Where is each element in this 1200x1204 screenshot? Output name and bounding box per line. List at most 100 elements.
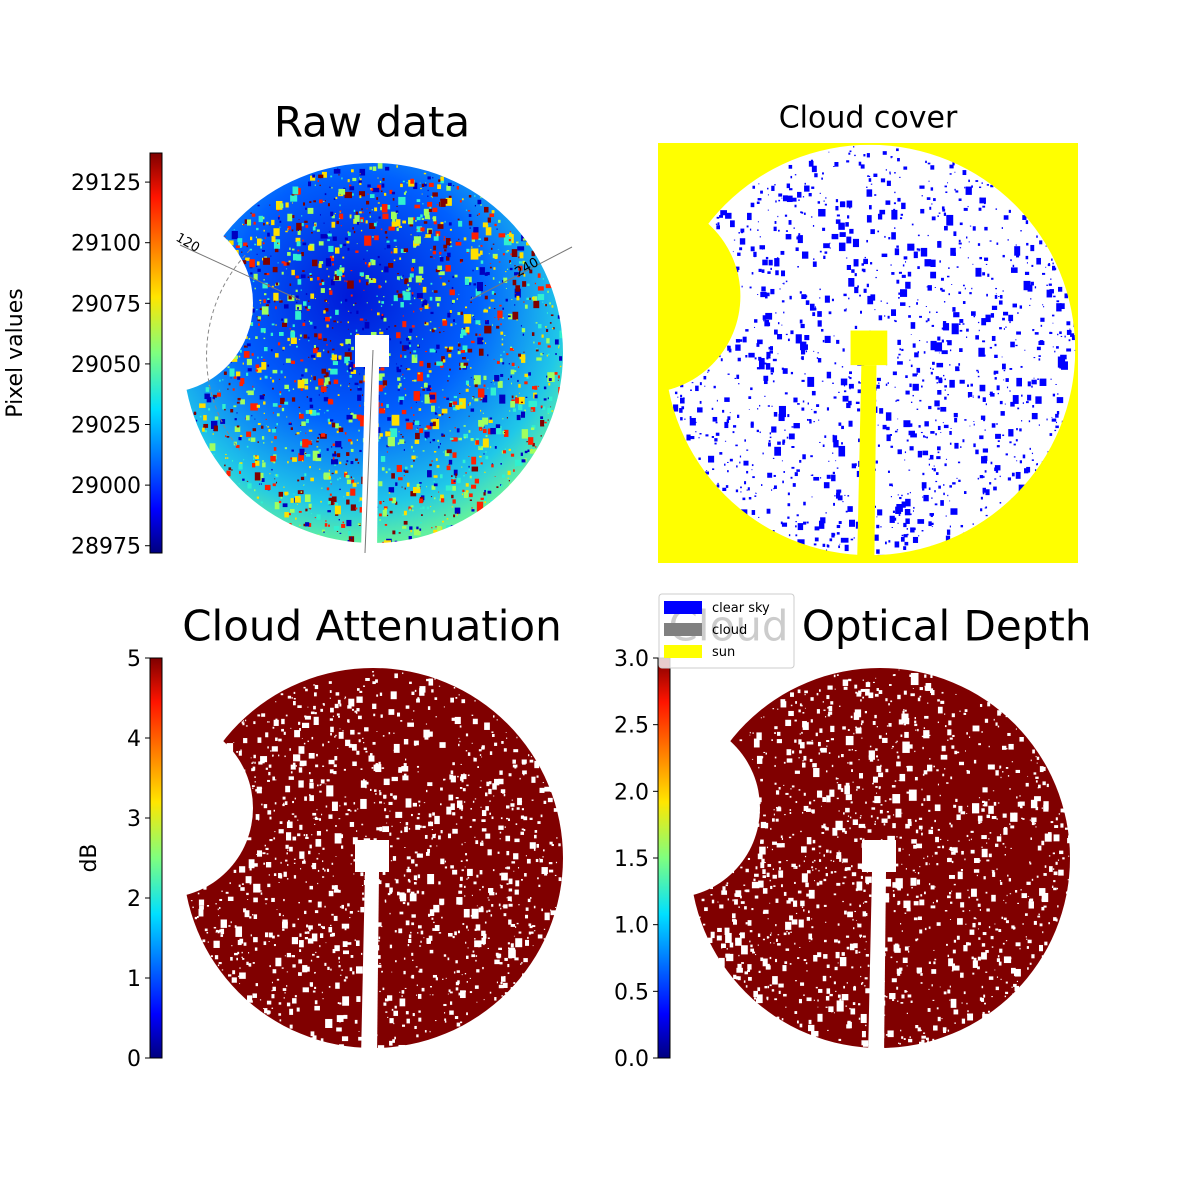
pixel-patch [438, 179, 440, 182]
pixel-patch [424, 209, 430, 216]
pixel-patch [969, 292, 971, 294]
pixel-patch [424, 735, 428, 739]
pixel-patch [337, 748, 338, 749]
pixel-patch [497, 375, 499, 378]
pixel-patch [869, 178, 872, 182]
pixel-patch [936, 472, 939, 475]
pixel-patch [803, 400, 804, 402]
pixel-patch [890, 174, 891, 175]
pixel-patch [1007, 239, 1009, 240]
pixel-patch [261, 356, 262, 358]
pixel-patch [937, 382, 938, 384]
pixel-patch [402, 487, 403, 488]
pixel-patch [979, 208, 982, 211]
pixel-patch [333, 443, 335, 446]
pixel-patch [260, 246, 262, 248]
pixel-patch [358, 716, 362, 719]
pixel-patch [304, 796, 307, 800]
pixel-patch [422, 891, 425, 894]
pixel-patch [896, 148, 899, 151]
pixel-patch [460, 787, 462, 789]
pixel-patch [377, 312, 380, 315]
pixel-patch [415, 440, 420, 444]
pixel-patch [241, 957, 242, 958]
pixel-patch [383, 988, 385, 990]
pixel-patch [980, 385, 986, 392]
pixel-patch [319, 791, 321, 793]
pixel-patch [374, 1018, 375, 1019]
pixel-patch [387, 515, 388, 516]
pixel-patch [340, 728, 341, 729]
pixel-patch [752, 272, 754, 274]
pixel-patch [971, 384, 973, 387]
pixel-patch [932, 468, 933, 470]
pixel-patch [329, 986, 331, 988]
pixel-patch [230, 793, 233, 797]
pixel-patch [893, 371, 897, 375]
pixel-patch [724, 397, 729, 402]
pixel-patch [393, 1011, 398, 1016]
pixel-patch [304, 911, 306, 914]
pixel-patch [774, 258, 779, 266]
pixel-patch [401, 376, 402, 377]
pixel-patch [294, 815, 296, 817]
pixel-patch [712, 408, 714, 410]
pixel-patch [234, 953, 238, 955]
pixel-patch [1053, 296, 1055, 298]
pixel-patch [299, 413, 300, 414]
pixel-patch [1055, 384, 1056, 385]
pixel-patch [338, 1002, 340, 1004]
pixel-patch [297, 241, 301, 246]
pixel-patch [215, 329, 217, 331]
pixel-patch [269, 205, 270, 206]
pixel-patch [272, 990, 273, 991]
pixel-patch [1003, 380, 1004, 381]
pixel-patch [326, 324, 328, 327]
pixel-patch [332, 802, 338, 811]
pixel-patch [430, 249, 431, 250]
pixel-patch [396, 246, 397, 247]
pixel-patch [403, 315, 404, 316]
pixel-patch [283, 350, 284, 351]
pixel-patch [752, 476, 755, 478]
pixel-patch [399, 383, 401, 387]
pixel-patch [830, 538, 833, 541]
pixel-patch [346, 520, 351, 526]
pixel-patch [1046, 246, 1047, 247]
pixel-patch [219, 380, 221, 382]
pixel-patch [465, 973, 466, 974]
pixel-patch [304, 834, 305, 836]
pixel-patch [1057, 393, 1058, 395]
pixel-patch [411, 953, 413, 956]
pixel-patch [423, 287, 427, 293]
pixel-patch [369, 984, 373, 987]
pixel-patch [947, 530, 950, 535]
pixel-patch [907, 244, 914, 251]
pixel-patch [249, 311, 252, 315]
pixel-patch [392, 1009, 394, 1011]
pixel-patch [849, 377, 851, 379]
pixel-patch [334, 736, 335, 738]
pixel-patch [309, 201, 311, 203]
pixel-patch [262, 250, 265, 252]
pixel-patch [789, 296, 791, 300]
pixel-patch [262, 462, 265, 467]
pixel-patch [246, 245, 248, 247]
pixel-patch [279, 501, 281, 503]
pixel-patch [415, 690, 416, 692]
pixel-patch [428, 914, 430, 917]
pixel-patch [236, 412, 237, 413]
pixel-patch [284, 992, 285, 993]
pixel-patch [242, 818, 243, 820]
pixel-patch [339, 818, 341, 819]
pixel-patch [430, 506, 431, 507]
pixel-patch [502, 343, 504, 345]
pixel-patch [510, 348, 513, 351]
pixel-patch [275, 779, 276, 780]
pixel-patch [1014, 444, 1016, 446]
pixel-patch [222, 404, 225, 409]
pixel-patch [399, 992, 400, 993]
pixel-patch [755, 493, 756, 494]
pixel-patch [365, 322, 370, 329]
pixel-patch [310, 278, 313, 281]
